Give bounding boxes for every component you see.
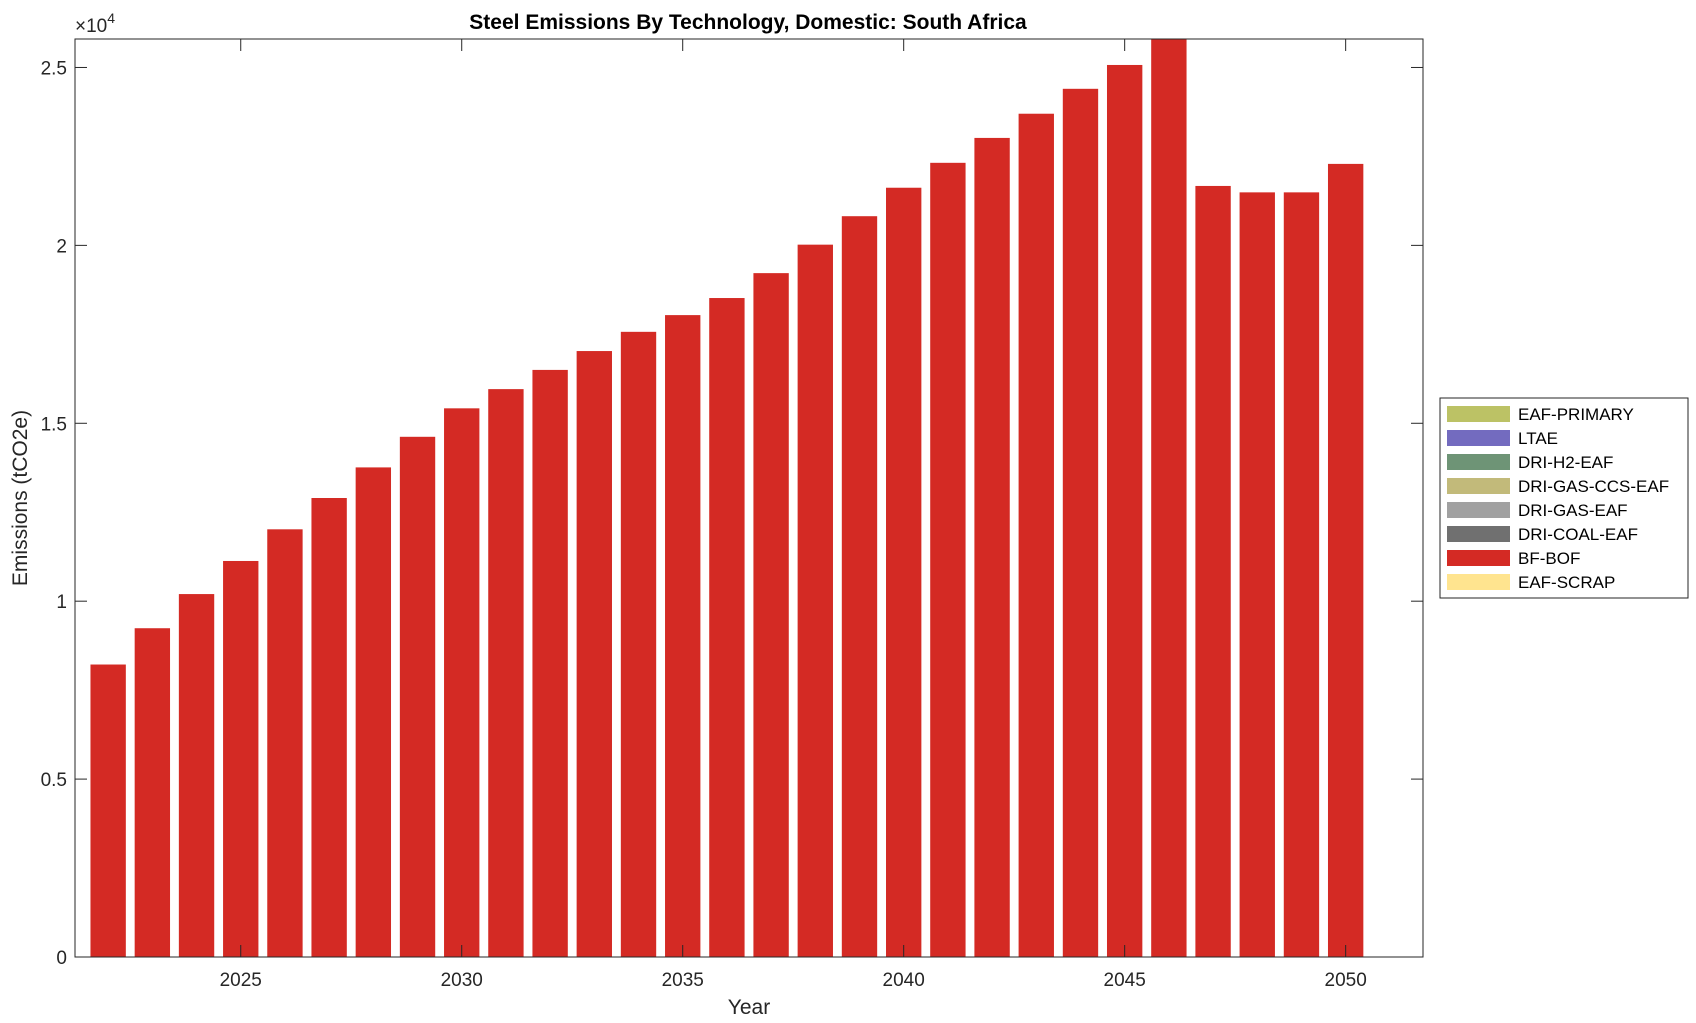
chart-title: Steel Emissions By Technology, Domestic:… (469, 11, 1027, 34)
legend-items: EAF-PRIMARY LTAE DRI-H2-EAF DRI-GAS-CCS-EAF… (1447, 405, 1669, 592)
bar-bf-bof-2038 (797, 244, 833, 957)
legend-label-dri-h2-eaf: DRI-H2-EAF (1518, 453, 1613, 472)
bar-bf-bof-2047 (1195, 185, 1231, 957)
bar-bf-bof-2022 (90, 664, 126, 957)
legend-label-eaf-primary: EAF-PRIMARY (1518, 405, 1634, 424)
bar-bf-bof-2025 (223, 560, 259, 957)
bar-bf-bof-2026 (267, 529, 303, 957)
bar-bf-bof-2031 (488, 389, 524, 957)
legend-swatch-dri-coal-eaf (1447, 526, 1510, 542)
y-tick-label: 0.5 (41, 770, 67, 791)
bar-bf-bof-2033 (576, 351, 612, 957)
bar-bf-bof-2035 (665, 315, 701, 957)
bar-bf-bof-2049 (1283, 192, 1320, 958)
x-tick-label: 2050 (1325, 970, 1367, 991)
y-tick-label: 1.5 (41, 414, 67, 435)
bar-bf-bof-2029 (399, 436, 436, 957)
y-tick-label: 0 (56, 948, 67, 969)
x-tick-label: 2035 (662, 970, 704, 991)
legend-swatch-eaf-primary (1447, 406, 1510, 422)
legend-swatch-ltae (1447, 430, 1510, 446)
y-tick-label: 1 (56, 592, 67, 613)
bar-bf-bof-2050 (1327, 163, 1364, 957)
bar-bf-bof-2030 (444, 408, 480, 958)
x-axis-title: Year (728, 996, 770, 1019)
legend-label-eaf-scrap: EAF-SCRAP (1518, 573, 1615, 592)
bar-bf-bof-2023 (134, 628, 171, 957)
x-tick-label: 2045 (1104, 970, 1146, 991)
legend-swatch-dri-gas-eaf (1447, 502, 1510, 518)
legend: EAF-PRIMARY LTAE DRI-H2-EAF DRI-GAS-CCS-EAF… (1439, 397, 1689, 599)
bar-bf-bof-2040 (886, 187, 922, 958)
x-tick-label: 2030 (441, 970, 483, 991)
legend-label-dri-gas-ccs-eaf: DRI-GAS-CCS-EAF (1518, 477, 1669, 496)
y-exponent-power: 4 (107, 10, 115, 26)
y-exponent-base: ×10 (75, 16, 107, 37)
bar-bf-bof-2046 (1151, 39, 1187, 957)
bar-bf-bof-2041 (930, 162, 966, 957)
bar-bf-bof-2028 (355, 467, 392, 957)
y-axis-title: Emissions (tCO2e) (9, 410, 32, 586)
legend-label-dri-gas-eaf: DRI-GAS-EAF (1518, 501, 1628, 520)
legend-swatch-bf-bof (1447, 550, 1510, 566)
legend-label-dri-coal-eaf: DRI-COAL-EAF (1518, 525, 1638, 544)
bar-bf-bof-2044 (1062, 88, 1099, 957)
legend-label-ltae: LTAE (1518, 429, 1558, 448)
legend-label-bf-bof: BF-BOF (1518, 549, 1580, 568)
legend-box (1439, 397, 1689, 599)
bar-bf-bof-2039 (841, 216, 878, 957)
bar-bf-bof-2024 (178, 594, 215, 957)
bar-bf-bof-2036 (709, 298, 745, 957)
y-tick-label: 2.5 (41, 58, 67, 79)
y-tick-label: 2 (56, 236, 67, 257)
bar-bf-bof-2034 (620, 331, 657, 958)
bar-bf-bof-2045 (1106, 64, 1143, 958)
plot-frame (74, 38, 1424, 958)
x-tick-label: 2040 (883, 970, 925, 991)
y-axis-exponent: ×104 (75, 10, 115, 37)
bar-bf-bof-2043 (1018, 113, 1054, 958)
legend-swatch-dri-gas-ccs-eaf (1447, 478, 1510, 494)
legend-swatch-eaf-scrap (1447, 574, 1510, 590)
bar-bf-bof-2027 (311, 498, 347, 957)
bar-bf-bof-2037 (753, 273, 789, 957)
bar-bf-bof-2032 (532, 369, 568, 957)
axis-ticks: 2025 2030 2035 2040 2045 2050 0 0.5 1 1.5 2 2.5 (41, 39, 1423, 991)
x-tick-label: 2025 (220, 970, 262, 991)
bar-bf-bof-2042 (974, 137, 1010, 958)
legend-swatch-dri-h2-eaf (1447, 454, 1510, 470)
bar-bf-bof-2048 (1239, 192, 1275, 958)
bar-group (90, 39, 1364, 958)
